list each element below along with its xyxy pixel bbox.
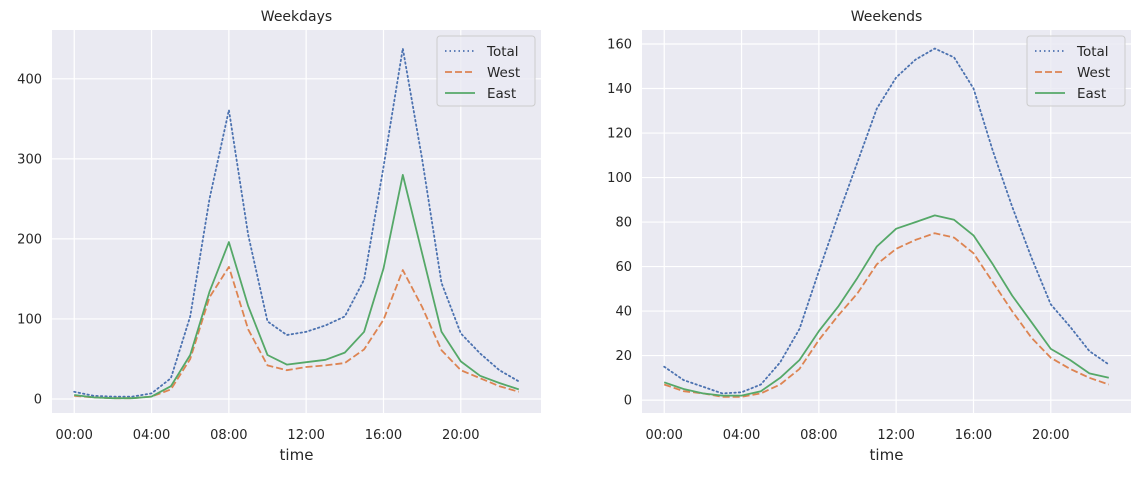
legend-label-west: West — [1077, 65, 1110, 81]
x-tick-label: 16:00 — [955, 428, 992, 443]
y-tick-label: 80 — [615, 216, 632, 231]
x-tick-label: 04:00 — [133, 428, 170, 443]
subplot-title: Weekends — [851, 9, 923, 25]
y-tick-label: 40 — [615, 305, 632, 320]
legend-box — [436, 35, 536, 107]
legend-label-east: East — [1077, 86, 1106, 102]
series-line-east — [74, 173, 520, 400]
x-tick-label: 20:00 — [442, 428, 479, 443]
series-line-total — [73, 47, 520, 398]
x-axis-label: time — [280, 446, 314, 464]
x-tick-label: 12:00 — [287, 428, 324, 443]
y-tick-label: 20 — [615, 349, 632, 364]
x-tick-label: 04:00 — [723, 428, 760, 443]
series-line-west — [663, 232, 1110, 398]
y-tick-label: 300 — [17, 152, 42, 167]
legend: Total West East — [1026, 35, 1126, 107]
y-tick-label: 0 — [624, 394, 632, 409]
x-tick-label: 08:00 — [800, 428, 837, 443]
y-tick-label: 100 — [607, 171, 632, 186]
series-line-east — [663, 214, 1109, 397]
x-tick-label: 00:00 — [645, 428, 682, 443]
weekends-subplot: 0 20 40 60 80 100 120 140 160 00:00 04:00 08:00 12:0… — [607, 9, 1131, 464]
y-tick-label: 140 — [607, 82, 632, 97]
x-tick-label: 20:00 — [1032, 428, 1069, 443]
x-tick-label: 12:00 — [877, 428, 914, 443]
y-tick-label: 400 — [17, 72, 42, 87]
x-tick-label: 08:00 — [210, 428, 247, 443]
legend: Total West East — [436, 35, 536, 107]
subplot-title: Weekdays — [261, 9, 332, 25]
weekdays-subplot: 0 100 200 300 400 00:00 04:00 08:00 12:00 16:00 20… — [17, 9, 541, 464]
y-tick-label: 200 — [17, 232, 42, 247]
legend-label-total: Total — [1076, 44, 1109, 60]
series-line-total — [663, 47, 1110, 395]
legend-label-east: East — [487, 86, 516, 102]
y-tick-label: 100 — [17, 312, 42, 327]
legend-box — [1026, 35, 1126, 107]
legend-label-west: West — [487, 65, 520, 81]
x-tick-label: 16:00 — [365, 428, 402, 443]
y-tick-label: 120 — [607, 127, 632, 142]
y-tick-label: 0 — [34, 392, 42, 407]
x-tick-label: 00:00 — [55, 428, 92, 443]
y-tick-label: 160 — [607, 38, 632, 53]
x-axis-label: time — [870, 446, 904, 464]
y-tick-label: 60 — [615, 260, 632, 275]
legend-label-total: Total — [486, 44, 519, 60]
